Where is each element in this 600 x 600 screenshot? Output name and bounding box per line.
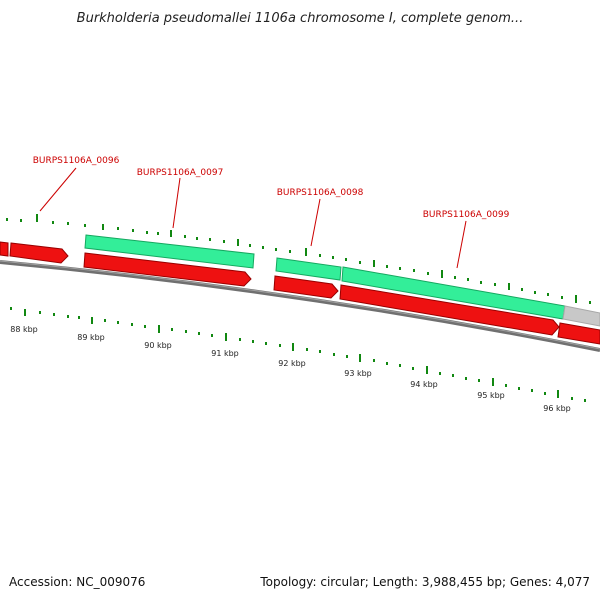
kbp-label: 96 kbp <box>543 404 571 413</box>
reverse-gene-feature[interactable] <box>273 275 339 299</box>
kbp-label: 93 kbp <box>344 369 372 378</box>
reverse-gene-feature[interactable] <box>9 242 69 264</box>
genome-summary-label: Topology: circular; Length: 3,988,455 bp… <box>260 575 590 589</box>
kbp-label: 92 kbp <box>278 359 306 368</box>
accession-label: Accession: NC_009076 <box>9 575 146 589</box>
gene-label-0098[interactable]: BURPS1106A_0098 <box>277 188 364 198</box>
kbp-label: 89 kbp <box>77 333 105 342</box>
map-title: Burkholderia pseudomallei 1106a chromoso… <box>76 11 524 26</box>
gene-label-0096[interactable]: BURPS1106A_0096 <box>33 156 120 166</box>
forward-gene-feature[interactable] <box>84 234 255 269</box>
kbp-label: 90 kbp <box>144 341 172 350</box>
backbone-highlight <box>0 260 600 350</box>
gene-label-0099[interactable]: BURPS1106A_0099 <box>423 210 510 220</box>
kbp-label: 91 kbp <box>211 349 239 358</box>
gene-label-0097[interactable]: BURPS1106A_0097 <box>137 168 224 178</box>
reverse-gene-feature[interactable] <box>557 322 600 345</box>
forward-gene-feature[interactable] <box>275 257 342 281</box>
kbp-label: 88 kbp <box>10 325 38 334</box>
kbp-label: 94 kbp <box>410 380 438 389</box>
forward-strand-track <box>84 234 600 327</box>
backbone <box>0 260 600 352</box>
other-feature[interactable] <box>562 305 600 327</box>
reverse-gene-feature[interactable] <box>0 241 9 257</box>
reverse-gene-feature[interactable] <box>339 284 560 336</box>
outer-tick-track <box>6 214 591 304</box>
kbp-tick-track <box>10 307 586 402</box>
gene-label-leaders <box>39 167 467 269</box>
reverse-strand-track <box>0 241 600 345</box>
kbp-label: 95 kbp <box>477 391 505 400</box>
reverse-gene-feature[interactable] <box>83 252 252 287</box>
